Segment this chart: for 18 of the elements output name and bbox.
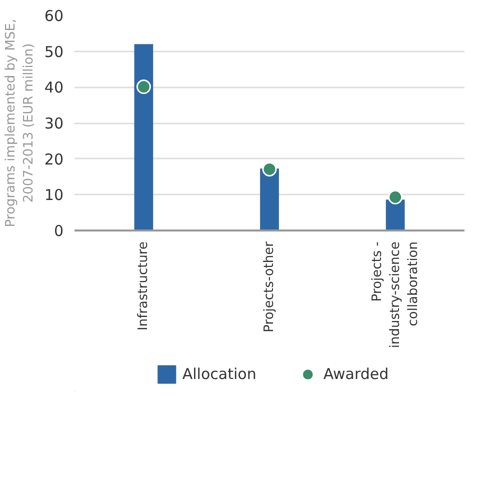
y-tick-label: 10 [44,186,64,204]
y-tick-label: 40 [44,78,64,97]
x-tick-label: Projects-other [262,240,277,332]
bar [134,44,154,230]
y-tick-label: 30 [44,114,64,132]
x-tick-label: Projects - industry-science collaboration [370,241,421,348]
point [388,190,403,204]
point [262,162,277,176]
y-axis-title: Programs implemented by MSE, 2007-2013 (EUR million) [3,18,36,228]
y-tick-label: 50 [44,42,64,61]
legend-label: Allocation [182,364,256,382]
x-tick-label: Infrastructure [136,241,152,330]
legend-label: Awarded [323,364,389,382]
bar [260,168,279,230]
y-tick-label: 60 [44,7,64,25]
point [136,80,151,94]
y-tick-label: 20 [44,150,64,168]
y-tick-label: 0 [54,222,64,240]
